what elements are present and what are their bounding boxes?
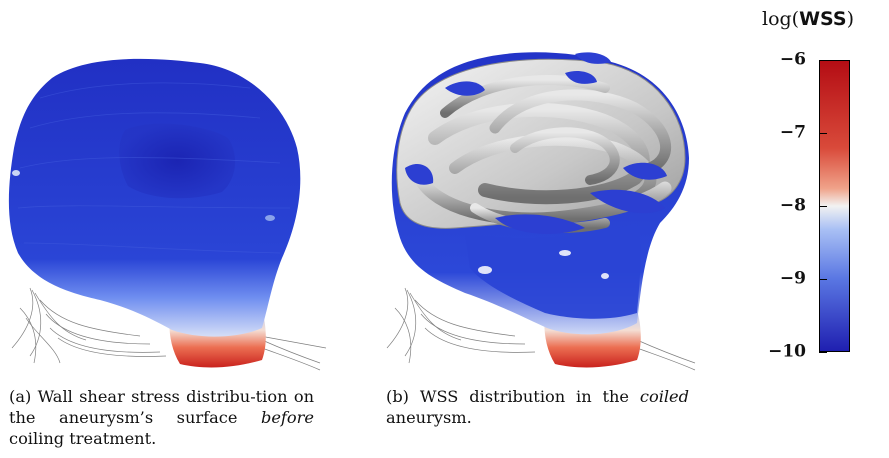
colorbar-tick-mark [819, 133, 827, 134]
colorbar-tick-label: −7 [779, 122, 806, 143]
colorbar: log(WSS) −6 −7 −8 −9 −10 [750, 0, 889, 458]
colorbar-title: log(WSS) [762, 8, 854, 30]
colorbar-tick-label: −8 [779, 195, 806, 216]
aneurysm-wss-coiled-image [386, 52, 696, 371]
colorbar-title-suffix: ) [846, 8, 854, 30]
figure-panel-a [0, 18, 330, 373]
figure-panel-b [375, 18, 705, 373]
colorbar-tick-mark [819, 206, 827, 207]
figure-caption-a: (a) Wall shear stress distribu-tion on t… [9, 386, 314, 449]
colorbar-tick-label: −9 [779, 268, 806, 289]
caption-b-emphasis: coiled [639, 387, 689, 406]
caption-b-suffix: aneurysm. [386, 408, 472, 427]
caption-a-emphasis: before [260, 408, 314, 427]
colorbar-tick-mark [819, 279, 827, 280]
colorbar-title-prefix: log( [762, 8, 800, 30]
caption-a-text: (a) Wall shear stress distribu-tion on t… [9, 387, 314, 427]
aneurysm-wss-before-coiling-image [8, 58, 327, 371]
colorbar-tick-label: −10 [768, 341, 806, 362]
colorbar-title-quantity: WSS [799, 8, 847, 30]
colorbar-tick-mark [819, 60, 827, 61]
figure-caption-b: (b) WSS distribution in the coiled aneur… [386, 386, 689, 428]
colorbar-tick-label: −6 [779, 49, 806, 70]
colorbar-tick-mark [819, 352, 827, 353]
caption-b-text: (b) WSS distribution in the [386, 387, 630, 406]
caption-a-suffix: coiling treatment. [9, 429, 157, 448]
